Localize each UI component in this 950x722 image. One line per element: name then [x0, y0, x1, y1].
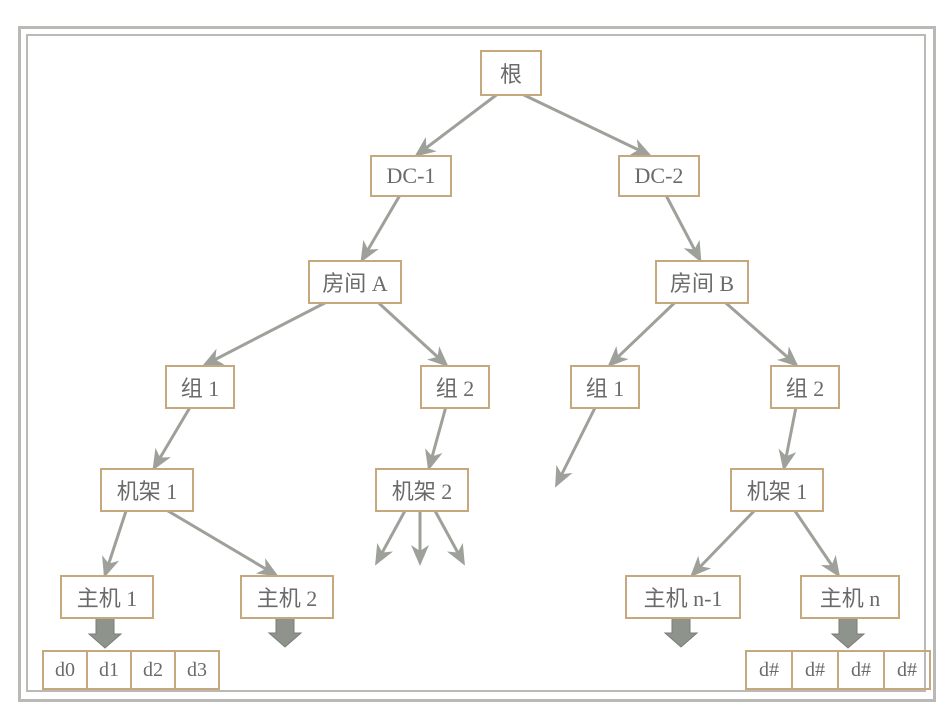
disk-cell: d0 — [42, 650, 88, 690]
node-hostn: 主机 n — [800, 575, 900, 619]
disk-row-left: d0d1d2d3 — [42, 650, 220, 690]
disk-row-right: d#d#d#d# — [745, 650, 931, 690]
node-g1b: 组 1 — [570, 365, 640, 409]
node-g2a: 组 2 — [420, 365, 490, 409]
node-host1: 主机 1 — [60, 575, 154, 619]
node-g1a: 组 1 — [165, 365, 235, 409]
disk-cell: d# — [885, 650, 931, 690]
node-hostnm1: 主机 n-1 — [625, 575, 741, 619]
node-roomB: 房间 B — [655, 260, 749, 304]
node-rack1: 机架 1 — [100, 468, 194, 512]
disk-cell: d2 — [132, 650, 176, 690]
inner-frame — [26, 34, 926, 692]
disk-cell: d# — [745, 650, 793, 690]
node-roomA: 房间 A — [308, 260, 402, 304]
node-dc1: DC-1 — [370, 155, 452, 197]
node-root: 根 — [480, 50, 542, 96]
disk-cell: d# — [793, 650, 839, 690]
node-rack1b: 机架 1 — [730, 468, 824, 512]
diagram-canvas: { "canvas": { "width": 950, "height": 72… — [0, 0, 950, 722]
disk-cell: d1 — [88, 650, 132, 690]
disk-cell: d3 — [176, 650, 220, 690]
node-dc2: DC-2 — [618, 155, 700, 197]
disk-cell: d# — [839, 650, 885, 690]
node-host2: 主机 2 — [240, 575, 334, 619]
node-g2b: 组 2 — [770, 365, 840, 409]
node-rack2: 机架 2 — [375, 468, 469, 512]
